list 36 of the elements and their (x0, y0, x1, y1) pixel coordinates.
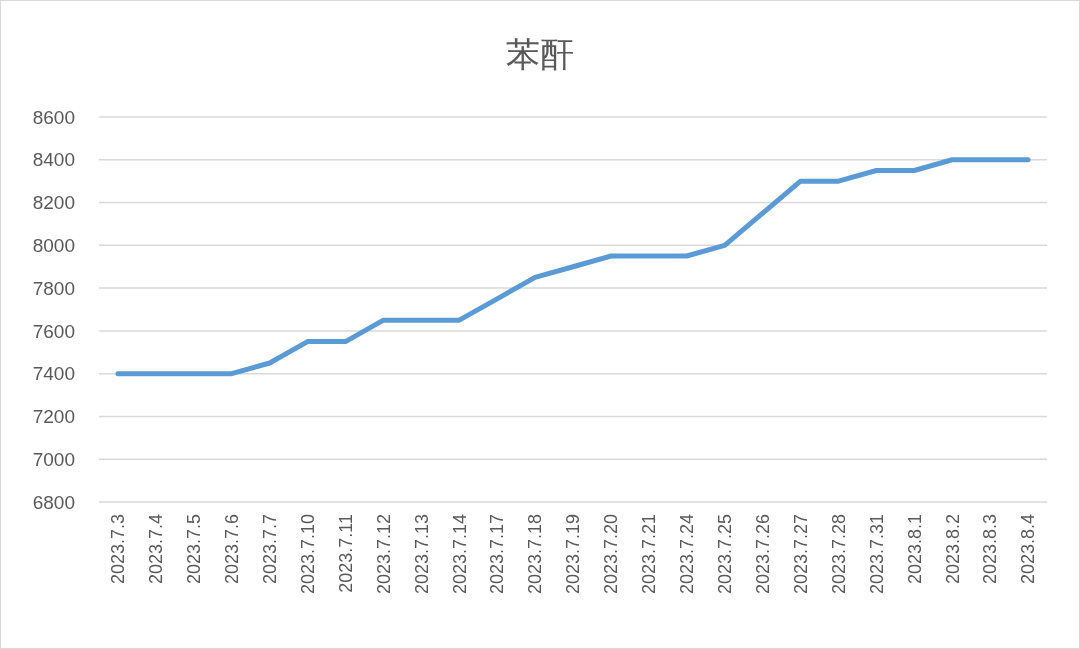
x-tick-label: 2023.7.3 (108, 514, 129, 585)
x-tick-label: 2023.7.24 (677, 514, 698, 595)
x-tick-label: 2023.7.13 (411, 514, 432, 595)
y-tick-label: 8400 (32, 149, 75, 171)
x-tick-label: 2023.7.12 (373, 514, 394, 595)
x-tick-label: 2023.7.18 (525, 514, 546, 595)
x-tick-label: 2023.7.31 (866, 514, 887, 595)
x-tick-label: 2023.7.10 (297, 514, 318, 595)
y-tick-label: 7000 (32, 448, 75, 470)
y-tick-label: 7800 (32, 277, 75, 299)
x-tick-label: 2023.8.3 (980, 514, 1001, 585)
x-tick-label: 2023.7.20 (601, 514, 622, 595)
x-tick-label: 2023.7.11 (335, 514, 356, 593)
x-tick-label: 2023.7.5 (184, 514, 205, 585)
x-tick-label: 2023.8.1 (904, 514, 925, 585)
x-tick-label: 2023.7.19 (563, 514, 584, 595)
y-tick-label: 8000 (32, 234, 75, 256)
x-tick-label: 2023.7.25 (714, 514, 735, 595)
chart-title: 苯酐 (506, 35, 574, 73)
y-tick-label: 7200 (32, 406, 75, 428)
x-tick-label: 2023.7.6 (222, 514, 243, 585)
x-tick-label: 2023.7.26 (752, 514, 773, 595)
y-tick-label: 7400 (32, 363, 75, 385)
y-tick-label: 7600 (32, 320, 75, 342)
x-tick-label: 2023.7.7 (259, 514, 280, 585)
x-tick-label: 2023.8.2 (942, 514, 963, 585)
y-tick-label: 6800 (32, 491, 75, 513)
x-tick-label: 2023.7.14 (449, 514, 470, 595)
x-tick-label: 2023.8.4 (1018, 514, 1039, 585)
y-tick-label: 8200 (32, 192, 75, 214)
x-tick-label: 2023.7.17 (487, 514, 508, 595)
x-tick-label: 2023.7.27 (790, 514, 811, 595)
y-tick-label: 8600 (32, 106, 75, 128)
x-tick-label: 2023.7.28 (828, 514, 849, 595)
x-tick-label: 2023.7.21 (639, 514, 660, 595)
x-tick-label: 2023.7.4 (146, 514, 167, 585)
